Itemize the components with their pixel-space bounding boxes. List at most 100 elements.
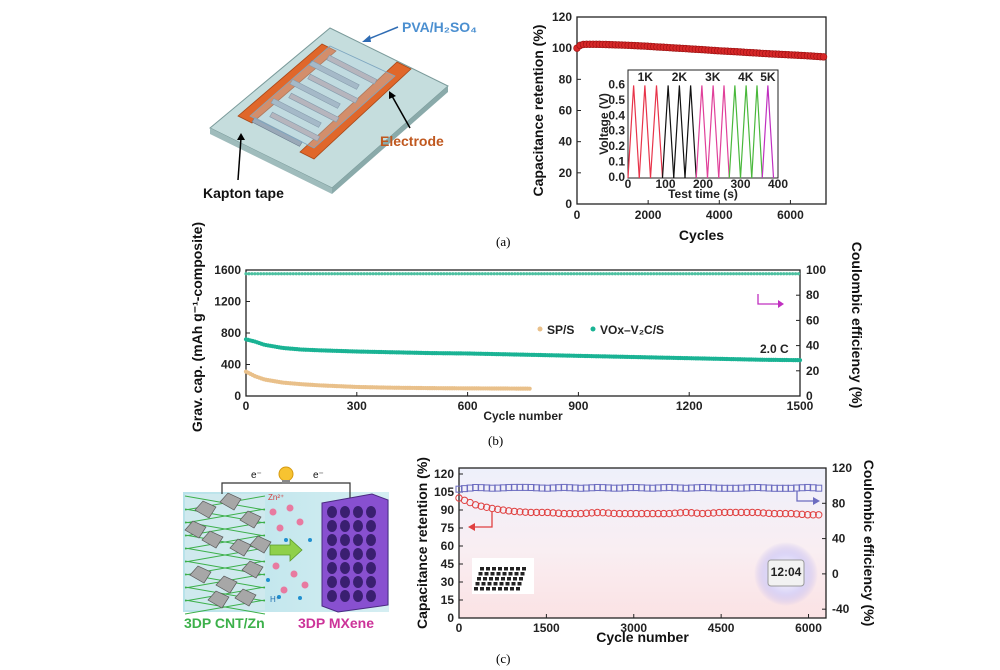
data-point (582, 509, 590, 517)
data-point (704, 509, 712, 517)
y-tick-label: 60 (559, 104, 573, 118)
data-point (773, 272, 777, 276)
data-point (604, 272, 609, 276)
data-point (781, 509, 790, 518)
data-point (599, 508, 607, 517)
mxene-pore (340, 506, 350, 518)
data-point (353, 272, 357, 276)
data-point (793, 272, 798, 276)
data-point (362, 272, 366, 276)
printed-cell (475, 582, 480, 586)
data-point (448, 272, 452, 276)
data-point (693, 272, 697, 276)
data-point (575, 272, 579, 276)
data-point (678, 272, 682, 276)
y2-tick-label: 0 (806, 389, 813, 403)
mxene-pore (353, 520, 363, 532)
data-point (711, 272, 715, 276)
data-point (687, 272, 691, 276)
y-tick-label: 40 (559, 135, 573, 149)
cnt-fiber (184, 586, 266, 602)
printed-cell (513, 577, 517, 581)
electrode-finger (269, 111, 321, 142)
data-point (796, 272, 801, 276)
data-point (285, 272, 289, 276)
data-point (569, 272, 573, 276)
printed-cell (507, 577, 511, 581)
proton (284, 538, 288, 542)
data-point (505, 507, 513, 515)
data-point (297, 272, 301, 276)
data-point (743, 272, 747, 276)
printed-cell (477, 577, 481, 581)
y-tick-label: 90 (441, 503, 455, 517)
data-point (259, 272, 263, 276)
data-point (726, 508, 734, 517)
electrode-finger (308, 60, 360, 90)
mxene-pore (353, 534, 363, 546)
data-point (676, 509, 685, 517)
lightbulb-base (282, 480, 290, 484)
data-point (797, 358, 803, 363)
x-axis-title: Cycle number (483, 409, 563, 423)
data-point (640, 272, 644, 276)
data-point (755, 272, 759, 276)
data-point (584, 272, 588, 276)
y2-axis-title: Coulombic efficiency (%) (861, 460, 877, 626)
inset-cv-trace (627, 85, 640, 179)
data-point (527, 508, 535, 517)
inset-series-label: 3K (705, 70, 721, 84)
data-point (309, 272, 313, 276)
data-point (604, 509, 613, 517)
ion-particles (266, 504, 312, 600)
data-point (474, 272, 479, 276)
x-tick-label: 0 (243, 399, 250, 413)
data-point (483, 272, 487, 276)
data-point (607, 272, 612, 276)
y-tick-label: 20 (559, 166, 573, 180)
y2-tick-label: 80 (832, 496, 846, 510)
data-point (615, 509, 624, 518)
data-point (687, 509, 696, 517)
data-point (436, 272, 440, 276)
data-point (321, 272, 325, 276)
data-point (740, 272, 744, 276)
data-point (268, 272, 272, 276)
data-point (610, 272, 614, 276)
data-point (798, 510, 806, 519)
legend-label-vox: VOx–V₂C/S (600, 323, 664, 337)
inset-cv-trace (739, 85, 753, 179)
data-point (613, 272, 617, 276)
y-tick-label: 0 (447, 611, 454, 625)
mxene-pore (353, 562, 363, 574)
data-point (489, 272, 493, 276)
y2-tick-label: -40 (832, 602, 850, 616)
inset-x-tick-label: 100 (655, 177, 675, 191)
data-point (590, 272, 594, 276)
data-point (752, 272, 756, 276)
data-point (253, 272, 257, 276)
x-tick-label: 1500 (533, 621, 560, 635)
chart-a-capacitance-retention: 0 2000 4000 6000020406080100120CyclesCapaci… (530, 10, 828, 243)
data-point (646, 272, 650, 276)
data-point (815, 484, 823, 492)
retention-axis-arrowhead (468, 523, 475, 531)
data-point (525, 272, 529, 276)
y-tick-label: 15 (441, 593, 455, 607)
data-point (770, 272, 774, 276)
data-point (726, 272, 730, 276)
data-point (445, 272, 449, 276)
data-point (737, 508, 745, 517)
printed-cell (478, 572, 483, 576)
x-tick-label: 300 (347, 399, 367, 413)
proton (266, 578, 270, 582)
y-axis-title: Grav. cap. (mAh g⁻¹-composite) (189, 222, 205, 432)
y-tick-label: 75 (441, 521, 455, 535)
zinc-ion (296, 518, 304, 526)
data-point (708, 272, 712, 276)
inset-cv-trace (695, 85, 709, 179)
data-point (761, 272, 765, 276)
mxene-pore (366, 576, 376, 588)
data-point (587, 272, 591, 276)
